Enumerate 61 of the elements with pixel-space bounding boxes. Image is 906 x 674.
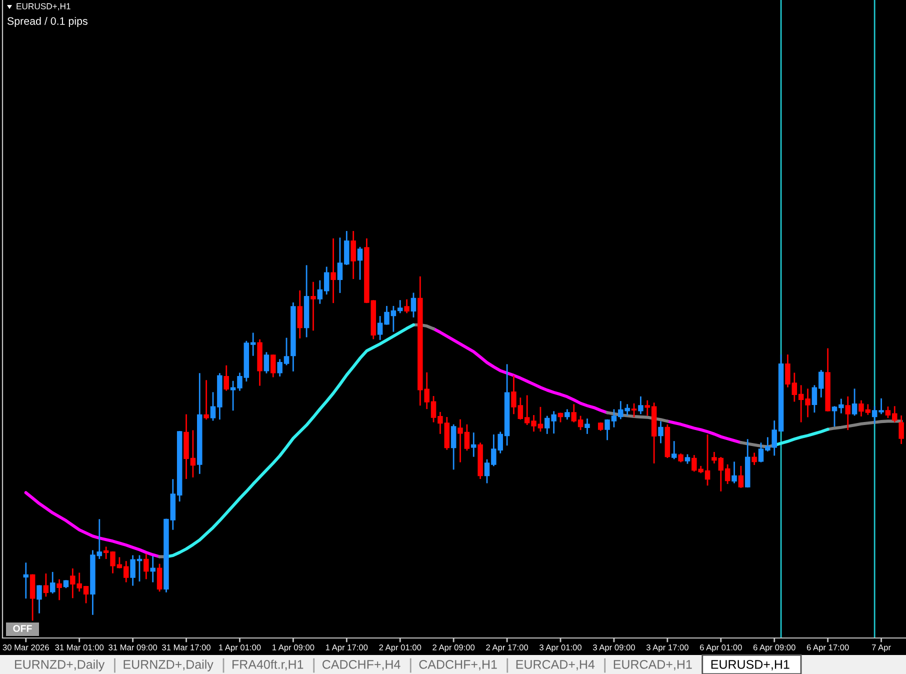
text: EURNZD+,Daily xyxy=(15,660,105,672)
text: CADCHF+,H1 xyxy=(419,660,497,670)
candlestick xyxy=(150,556,156,582)
candlestick xyxy=(350,231,356,279)
x-tick-label: 1 Apr 09:00 xyxy=(272,644,314,652)
x-tick-label: 31 Mar 09:00 xyxy=(108,644,158,650)
chart-title: EURUSD+,H1 xyxy=(16,3,70,10)
candlestick xyxy=(404,299,410,314)
candlestick xyxy=(471,432,476,457)
candlestick xyxy=(297,290,303,338)
text: CADCHF+,H4 xyxy=(322,660,400,670)
candlestick xyxy=(658,421,664,444)
candlestick xyxy=(410,292,416,318)
x-tick-label: 1 Apr 17:00 xyxy=(326,644,368,652)
candlestick xyxy=(30,574,36,621)
candlestick xyxy=(638,396,644,414)
candlestick xyxy=(144,554,149,580)
candlestick xyxy=(357,246,363,280)
candlestick xyxy=(898,415,904,444)
text: OFF xyxy=(13,625,32,632)
x-tick-label: 7 Apr xyxy=(872,644,891,652)
x-tick-label: 3 Apr 09:00 xyxy=(592,644,635,652)
candlestick xyxy=(204,380,209,420)
x-tick-label: 3 Apr 17:00 xyxy=(646,644,688,652)
candlestick xyxy=(852,388,858,416)
candlestick xyxy=(56,579,62,600)
x-tick-label: 2 Apr 09:00 xyxy=(432,644,475,652)
candlestick xyxy=(156,564,162,592)
x-tick-label: 1 Apr 01:00 xyxy=(219,644,261,652)
candlestick xyxy=(738,466,744,488)
candlestick xyxy=(23,562,29,599)
candlestick xyxy=(752,452,757,465)
x-tick-label: 2 Apr 01:00 xyxy=(379,644,422,652)
candlestick xyxy=(224,365,229,391)
text: Spread / 0.1 pips xyxy=(7,17,88,27)
x-tick-label: 31 Mar 01:00 xyxy=(55,644,104,650)
x-tick-label: 30 Mar 2026 xyxy=(2,644,49,650)
candlestick xyxy=(50,572,56,594)
x-tick-label: 3 Apr 01:00 xyxy=(540,644,582,652)
candlestick xyxy=(36,585,42,614)
candlestick xyxy=(310,282,316,331)
candlestick xyxy=(264,352,270,374)
text: EURCAD+,H4 xyxy=(516,660,595,670)
candlestick xyxy=(43,573,49,597)
candlestick xyxy=(671,441,677,460)
x-tick-label: 6 Apr 01:00 xyxy=(700,644,742,652)
x-tick-label: 2 Apr 17:00 xyxy=(486,644,528,652)
text: FRA40ft.r,H1 xyxy=(232,660,304,670)
candlestick xyxy=(270,354,276,378)
candlestick xyxy=(584,418,590,434)
text: EURCAD+,H1 xyxy=(614,660,692,670)
text: EURUSD+,H1 xyxy=(711,660,790,670)
x-tick-label: 6 Apr 17:00 xyxy=(806,644,849,652)
candlestick xyxy=(330,238,336,304)
candlestick xyxy=(631,403,637,418)
candlestick xyxy=(450,424,456,470)
candlestick xyxy=(732,462,737,484)
x-tick-label: 31 Mar 17:00 xyxy=(162,644,211,650)
candlestick xyxy=(845,396,850,430)
x-tick-label: 6 Apr 09:00 xyxy=(753,644,796,652)
text: EURNZD+,Daily xyxy=(124,660,214,672)
